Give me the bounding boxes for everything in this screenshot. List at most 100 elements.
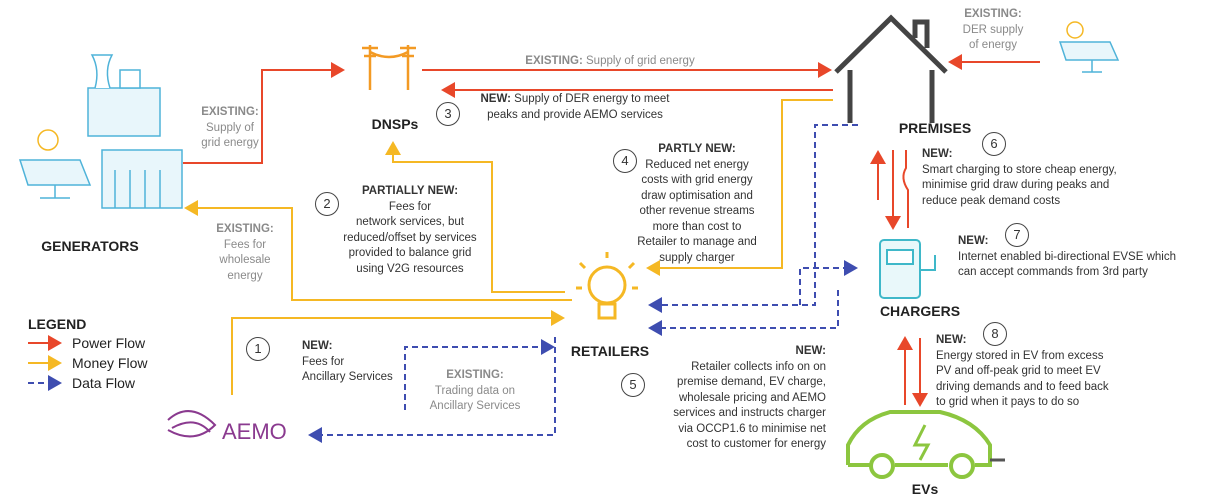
annotation-line: services and instructs charger: [640, 406, 826, 422]
annotation-line: can accept commands from 3rd party: [958, 265, 1208, 281]
annotation-text: other revenue streams: [639, 205, 754, 217]
annotation-text: minimise grid draw during peaks and: [922, 179, 1109, 191]
annotation-line: costs with grid energy: [632, 173, 762, 189]
annotation-text: Ancillary Services: [430, 400, 521, 412]
annotation-line: grid energy: [190, 136, 270, 152]
annotation-line: EXISTING:: [195, 222, 295, 238]
annotation-prefix: NEW:: [481, 93, 511, 105]
annotation-text: Supply of grid energy: [586, 55, 695, 67]
annotation-text: PV and off-peak grid to meet EV: [936, 365, 1101, 377]
annotation: EXISTING: Supply of grid energy: [480, 54, 740, 70]
annotation-line: cost to customer for energy: [640, 437, 826, 453]
annotation-line: Trading data on: [415, 384, 535, 400]
annotation-text: Trading data on: [435, 385, 515, 397]
diagram: GENERATORSDNSPsPREMISESCHARGERSEVsRETAIL…: [0, 0, 1213, 499]
retailer-icon: [576, 252, 638, 318]
annotation-line: reduced/offset by services: [335, 231, 485, 247]
annotation-prefix: EXISTING:: [964, 8, 1022, 20]
annotation-line: premise demand, EV charge,: [640, 375, 826, 391]
annotation-text: Retailer to manage and: [637, 236, 757, 248]
annotation-text: via OCCP1.6 to minimise net: [678, 423, 826, 435]
annotation: NEW:Internet enabled bi-directional EVSE…: [958, 234, 1208, 281]
step-number: 4: [613, 149, 637, 173]
annotation-line: Energy stored in EV from excess: [936, 349, 1156, 365]
annotation-text: peaks and provide AEMO services: [487, 109, 663, 121]
annotation-line: wholesale: [195, 253, 295, 269]
annotation-prefix: NEW:: [936, 334, 966, 346]
annotation-prefix: EXISTING:: [216, 223, 274, 235]
solar-icon: [1060, 22, 1118, 72]
annotation-line: DER supply: [948, 23, 1038, 39]
annotation-line: NEW:: [958, 234, 1208, 250]
annotation-line: draw optimisation and: [632, 189, 762, 205]
annotation: NEW: Fees for Ancillary Services: [302, 339, 412, 386]
annotation-text: cost to customer for energy: [687, 438, 826, 450]
annotation-line: Ancillary Services: [302, 370, 412, 386]
annotation-line: PV and off-peak grid to meet EV: [936, 364, 1156, 380]
step-number: 2: [315, 192, 339, 216]
annotation-text: DER supply: [963, 24, 1024, 36]
annotation-text: network services, but: [356, 216, 464, 228]
annotation-line: of energy: [948, 38, 1038, 54]
step-number: 8: [983, 322, 1007, 346]
annotation-text: Internet enabled bi-directional EVSE whi…: [958, 251, 1176, 263]
annotation-text: supply charger: [659, 252, 734, 264]
annotation-line: energy: [195, 269, 295, 285]
legend-item: Data Flow: [72, 375, 135, 391]
node-label: CHARGERS: [855, 303, 985, 319]
annotation-text: wholesale pricing and AEMO: [679, 392, 826, 404]
annotation-text: Fees for: [302, 356, 344, 368]
annotation-text: reduce peak demand costs: [922, 195, 1060, 207]
annotation-line: PARTLY NEW:: [632, 142, 762, 158]
annotation-text: services and instructs charger: [673, 407, 826, 419]
legend-item: Money Flow: [72, 355, 147, 371]
annotation-prefix: NEW:: [302, 340, 332, 352]
annotation-text: costs with grid energy: [641, 174, 752, 186]
charger-icon: [880, 240, 935, 298]
annotation-line: Smart charging to store cheap energy,: [922, 163, 1182, 179]
ev-icon: [848, 412, 1005, 477]
annotation-prefix: NEW:: [922, 148, 952, 160]
annotation-line: Reduced net energy: [632, 158, 762, 174]
annotation-line: minimise grid draw during peaks and: [922, 178, 1182, 194]
annotation-line: provided to balance grid: [335, 246, 485, 262]
legend-title: LEGEND: [28, 316, 86, 332]
annotation-line: via OCCP1.6 to minimise net: [640, 422, 826, 438]
annotation-line: EXISTING:: [190, 105, 270, 121]
annotation-line: Fees for: [195, 238, 295, 254]
annotation-text: driving demands and to feed back: [936, 381, 1109, 393]
step-number: 6: [982, 132, 1006, 156]
annotation-line: Retailer to manage and: [632, 235, 762, 251]
annotation-text: reduced/offset by services: [343, 232, 476, 244]
annotation-text: Ancillary Services: [302, 371, 393, 383]
annotation: NEW: Energy stored in EV from excess PV an…: [936, 333, 1156, 411]
annotation-text: provided to balance grid: [349, 247, 472, 259]
annotation-line: Internet enabled bi-directional EVSE whi…: [958, 250, 1208, 266]
annotation-line: NEW:: [922, 147, 1182, 163]
annotation-text: Reduced net energy: [645, 159, 749, 171]
power-line: [903, 150, 908, 228]
annotation-line: using V2G resources: [335, 262, 485, 278]
annotation-text: Supply of DER energy to meet: [514, 93, 669, 105]
annotation-line: NEW:: [936, 333, 1156, 349]
annotation-line: PARTIALLY NEW:: [335, 184, 485, 200]
annotation-text: can accept commands from 3rd party: [958, 266, 1148, 278]
annotation-prefix: PARTLY NEW:: [658, 143, 736, 155]
annotation-line: NEW: Supply of DER energy to meet: [466, 92, 684, 108]
annotation-line: more than cost to: [632, 220, 762, 236]
annotation-text: Retailer collects info on on: [691, 361, 826, 373]
annotation-line: EXISTING:: [415, 368, 535, 384]
annotation-line: NEW:: [640, 344, 826, 360]
legend-item: Power Flow: [72, 335, 145, 351]
annotation-line: peaks and provide AEMO services: [466, 108, 684, 124]
annotation-line: EXISTING: Supply of grid energy: [480, 54, 740, 70]
premises-icon: [836, 18, 946, 123]
annotation-line: driving demands and to feed back: [936, 380, 1156, 396]
annotation-text: Smart charging to store cheap energy,: [922, 164, 1117, 176]
annotation-text: of energy: [969, 39, 1017, 51]
annotation-line: wholesale pricing and AEMO: [640, 391, 826, 407]
annotation-text: Energy stored in EV from excess: [936, 350, 1103, 362]
